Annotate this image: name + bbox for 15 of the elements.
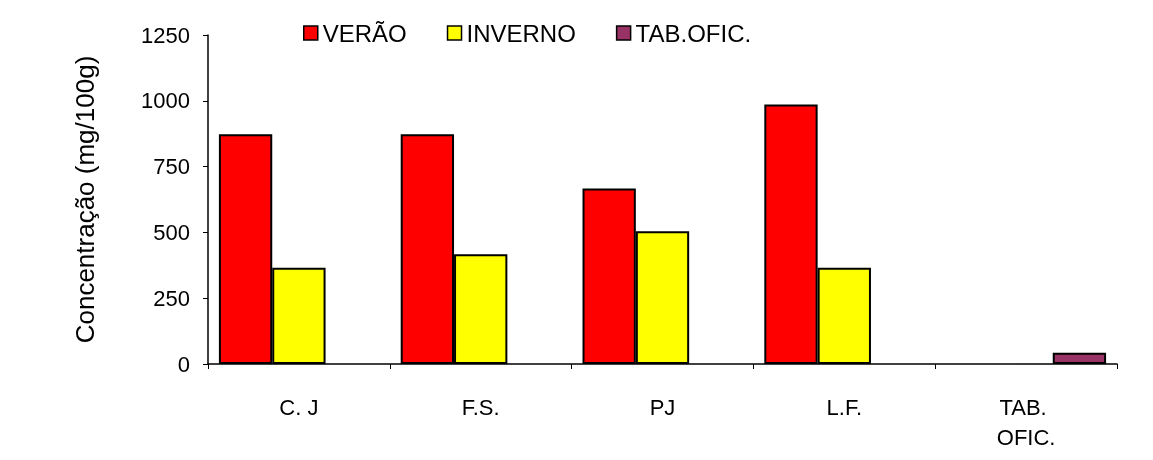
y-tick-label: 1250	[141, 22, 190, 48]
y-tick-label: 500	[153, 219, 190, 245]
x-tick-label: C. J	[279, 394, 319, 420]
y-axis-title: Concentração (mg/100g)	[70, 55, 100, 344]
legend-label: INVERNO	[466, 19, 576, 47]
y-tick-label: 1000	[141, 88, 190, 114]
y-tick-label: 250	[153, 285, 190, 311]
x-tick-label: PJ	[649, 394, 676, 420]
x-tick-label: F.S.	[461, 394, 500, 420]
legend-label: TAB.OFIC.	[635, 19, 752, 47]
x-tick-label: L.F.	[826, 394, 863, 420]
y-tick-label: 0	[177, 351, 190, 377]
legend-label: VERÃO	[322, 19, 407, 47]
y-tick-label: 750	[153, 154, 190, 180]
x-tick-label: TAB. OFIC.	[996, 394, 1056, 450]
